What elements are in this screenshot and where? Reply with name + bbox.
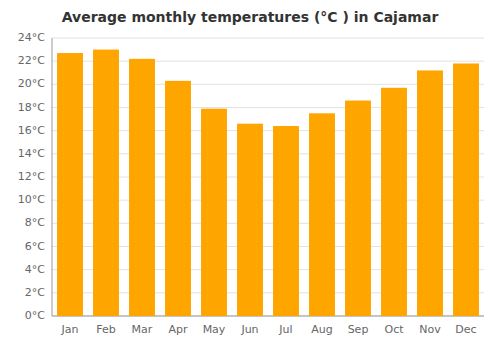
page: {"chart_data": {"type": "bar", "title": … bbox=[0, 0, 500, 350]
x-tick-label: Jul bbox=[278, 323, 292, 336]
y-tick-label: 8°C bbox=[25, 216, 45, 229]
bar bbox=[309, 113, 335, 316]
y-axis-line bbox=[52, 38, 53, 316]
bar bbox=[273, 126, 299, 316]
y-tick-label: 14°C bbox=[18, 147, 45, 160]
x-tick-label: Jan bbox=[61, 323, 79, 336]
x-tick-label: Sep bbox=[348, 323, 369, 336]
y-tick-label: 24°C bbox=[18, 31, 45, 44]
x-tick-label: Aug bbox=[311, 323, 332, 336]
x-tick-label: May bbox=[203, 323, 226, 336]
y-tick-label: 20°C bbox=[18, 77, 45, 90]
y-tick-label: 18°C bbox=[18, 101, 45, 114]
y-tick-label: 16°C bbox=[18, 124, 45, 137]
bar bbox=[237, 124, 263, 316]
x-tick-label: Mar bbox=[132, 323, 153, 336]
bar bbox=[345, 101, 371, 316]
y-tick-label: 2°C bbox=[25, 286, 45, 299]
grid-line bbox=[52, 38, 484, 39]
x-tick-label: Feb bbox=[96, 323, 115, 336]
bar bbox=[201, 109, 227, 316]
y-tick-label: 4°C bbox=[25, 263, 45, 276]
chart: 0°C 2°C 4°C 6°C 8°C 10°C 12°C 14°C 16°C 18°C 20°C 2… bbox=[0, 0, 500, 350]
y-tick-label: 6°C bbox=[25, 240, 45, 253]
title: Average monthly temperatures (°C ) in Ca… bbox=[62, 9, 439, 25]
y-tick-label: 0°C bbox=[25, 309, 45, 322]
x-tick-label: Oct bbox=[384, 323, 404, 336]
bars bbox=[57, 50, 479, 316]
grid bbox=[52, 38, 484, 316]
axes: 0°C 2°C 4°C 6°C 8°C 10°C 12°C 14°C 16°C 18°C 20°C 2… bbox=[18, 31, 484, 336]
bar bbox=[453, 63, 479, 316]
bar bbox=[129, 59, 155, 316]
x-tick-label: Dec bbox=[455, 323, 476, 336]
bar bbox=[417, 70, 443, 316]
bar bbox=[93, 50, 119, 316]
x-tick-label: Nov bbox=[419, 323, 441, 336]
x-tick-label: Jun bbox=[240, 323, 258, 336]
y-tick-label: 10°C bbox=[18, 193, 45, 206]
y-tick-label: 22°C bbox=[18, 54, 45, 67]
bar bbox=[57, 53, 83, 316]
x-tick-label: Apr bbox=[168, 323, 188, 336]
bar bbox=[381, 88, 407, 316]
bar bbox=[165, 81, 191, 316]
y-tick-label: 12°C bbox=[18, 170, 45, 183]
